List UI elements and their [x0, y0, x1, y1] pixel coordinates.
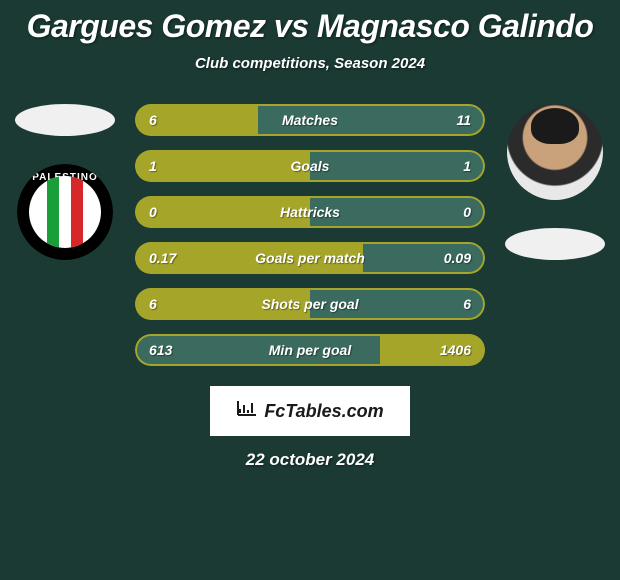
- stat-right-value: 0: [463, 204, 471, 220]
- date-label: 22 october 2024: [0, 450, 620, 470]
- stat-right-value: 1: [463, 158, 471, 174]
- stat-left-value: 6: [149, 296, 157, 312]
- stat-left-value: 1: [149, 158, 157, 174]
- stat-right-value: 0.09: [444, 250, 471, 266]
- stat-fill-right: [310, 150, 485, 182]
- left-player-name-oval: [15, 104, 115, 136]
- stat-label: Shots per goal: [261, 296, 358, 312]
- palestino-logo-icon: PALESTINO: [17, 164, 113, 260]
- palestino-red-stripe: [71, 176, 83, 248]
- right-player-photo: [507, 104, 603, 200]
- palestino-green-stripe: [47, 176, 59, 248]
- stats-list: 611Matches11Goals00Hattricks0.170.09Goal…: [135, 104, 485, 366]
- footer-brand-text: FcTables.com: [264, 401, 383, 422]
- stat-row: 0.17 0.09 Goals per match: [135, 242, 485, 274]
- subtitle: Club competitions, Season 2024: [0, 55, 620, 72]
- stat-fill-left: [135, 150, 310, 182]
- stat-left-value: 613: [149, 342, 172, 358]
- stat-right-value: 11: [456, 112, 471, 128]
- stat-right-value: 1406: [440, 342, 471, 358]
- stat-row: 6 11 Matches: [135, 104, 485, 136]
- right-club-logo-oval: [505, 228, 605, 260]
- content-area: PALESTINO 611Matches11Goals00Hattricks0.…: [0, 104, 620, 470]
- stat-row: 0 0 Hattricks: [135, 196, 485, 228]
- left-club-logo: PALESTINO: [17, 164, 113, 260]
- palestino-shield: [29, 176, 101, 248]
- page-title: Gargues Gomez vs Magnasco Galindo: [0, 8, 620, 45]
- stat-left-value: 0.17: [149, 250, 176, 266]
- stat-row: 1 1 Goals: [135, 150, 485, 182]
- chart-icon: [236, 399, 258, 423]
- stat-row: 6 6 Shots per goal: [135, 288, 485, 320]
- stat-label: Hattricks: [280, 204, 340, 220]
- stat-row: 613 1406 Min per goal: [135, 334, 485, 366]
- stat-left-value: 0: [149, 204, 157, 220]
- stat-label: Min per goal: [269, 342, 351, 358]
- stat-left-value: 6: [149, 112, 157, 128]
- stat-label: Goals: [291, 158, 330, 174]
- stat-label: Matches: [282, 112, 338, 128]
- stat-right-value: 6: [463, 296, 471, 312]
- comparison-card: Gargues Gomez vs Magnasco Galindo Club c…: [0, 0, 620, 580]
- footer-brand-box: FcTables.com: [210, 386, 410, 436]
- left-player-column: PALESTINO: [10, 104, 120, 260]
- stat-label: Goals per match: [255, 250, 365, 266]
- right-player-column: [500, 104, 610, 260]
